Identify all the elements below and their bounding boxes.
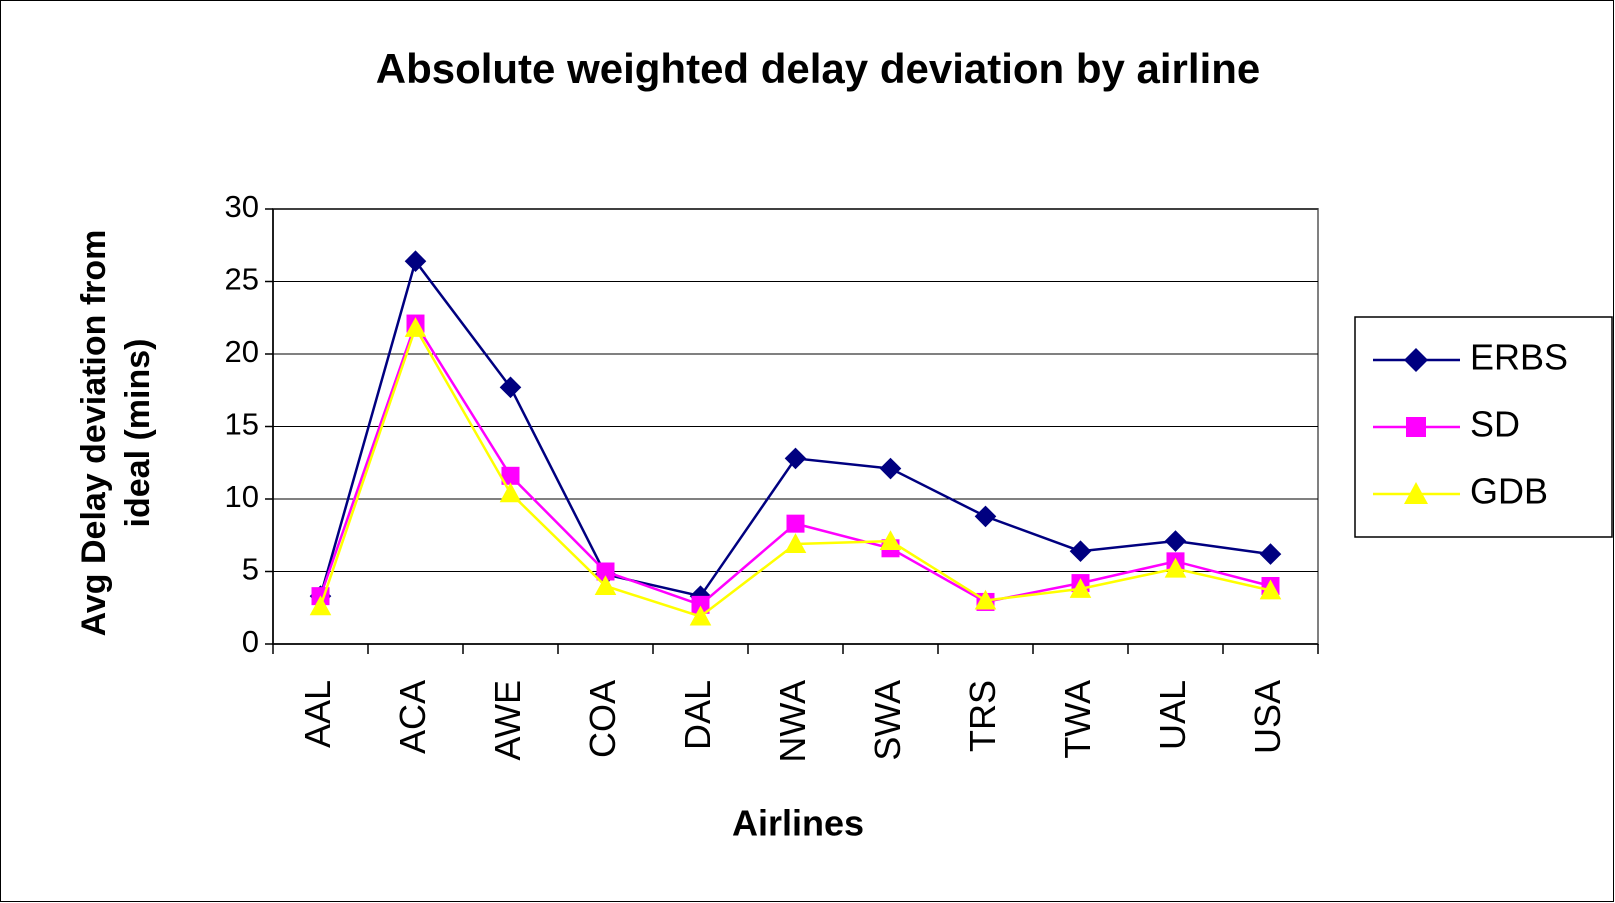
marker [879,530,902,551]
marker [1164,530,1187,552]
marker [499,376,522,399]
y-tick-label: 5 [242,552,259,587]
marker [499,482,522,503]
x-tick-label: TRS [962,680,1003,752]
marker [1404,482,1428,504]
marker [691,595,710,614]
x-tick-label: UAL [1152,680,1193,750]
legend-label: GDB [1470,471,1548,512]
marker [501,466,520,485]
y-axis-title-line: Avg Delay deviation from [75,230,113,637]
y-axis-title-line: ideal (mins) [119,339,157,528]
marker [1164,557,1187,578]
marker [596,562,615,581]
x-tick-label: COA [582,680,623,758]
marker [1069,540,1092,562]
y-tick-label: 30 [225,189,259,224]
marker [404,317,427,337]
x-tick-label: TWA [1057,680,1098,759]
y-tick-label: 0 [242,624,259,659]
marker [594,575,617,595]
marker [1259,579,1282,600]
x-axis-title: Airlines [732,803,864,844]
legend-label: ERBS [1470,337,1568,378]
x-tick-label: DAL [677,680,718,750]
y-tick-label: 15 [225,407,259,442]
x-tick-label: ACA [392,680,433,754]
x-tick-label: AAL [297,680,338,748]
y-tick-label: 10 [225,479,259,514]
legend-label: SD [1470,404,1520,445]
marker [309,595,332,616]
y-tick-label: 20 [225,334,259,369]
marker [786,514,805,533]
marker [1404,348,1428,372]
marker [1406,417,1426,437]
marker [784,533,807,553]
marker [879,457,902,480]
x-tick-label: SWA [867,680,908,761]
x-tick-label: AWE [487,680,528,761]
chart-title: Absolute weighted delay deviation by air… [376,45,1261,92]
x-tick-label: NWA [772,680,813,763]
marker [974,589,997,610]
x-tick-label: USA [1247,680,1288,754]
marker [784,447,807,470]
marker [404,250,427,272]
marker [1069,578,1092,598]
marker [974,505,997,528]
y-tick-label: 25 [225,262,259,297]
marker [1259,543,1282,565]
y-axis-title: Avg Delay deviation from ideal (mins) [75,230,157,637]
marker [689,605,712,626]
